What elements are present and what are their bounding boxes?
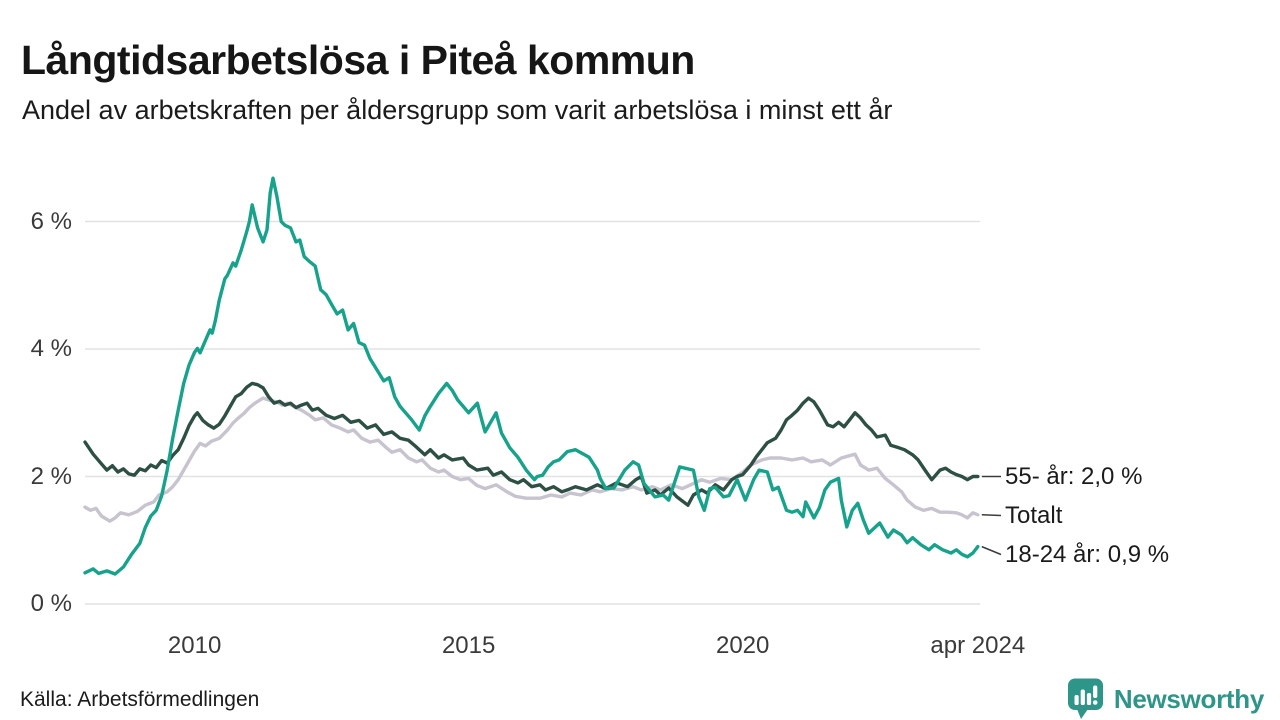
- x-axis-tick-label: apr 2024: [930, 632, 1026, 659]
- series-line-Totalt: [83, 396, 980, 523]
- series-end-label-55-ar: 55- år: 2,0 %: [1005, 462, 1143, 490]
- end-label-connector: [981, 513, 1002, 517]
- x-axis-tick-label: 2015: [441, 632, 496, 659]
- newsworthy-wordmark: Newsworthy: [1113, 683, 1264, 714]
- x-axis-tick-label: 2010: [167, 632, 222, 659]
- x-axis-tick-label: 2020: [715, 632, 770, 659]
- series-end-label-18-24-ar: 18-24 år: 0,9 %: [1005, 540, 1170, 568]
- end-label-connector: [981, 545, 1002, 556]
- newsworthy-logo-icon: [1067, 678, 1103, 719]
- series-line-55- år: [83, 381, 980, 507]
- y-axis-tick-label: 0 %: [30, 590, 72, 617]
- newsworthy-logo: Newsworthy: [1066, 678, 1264, 720]
- y-axis-tick-label: 6 %: [30, 207, 72, 235]
- page-subtitle: Andel av arbetskraften per åldersgrupp s…: [22, 95, 893, 125]
- page-title: Långtidsarbetslösa i Piteå kommun: [21, 37, 695, 84]
- y-axis-tick-label: 4 %: [30, 335, 72, 362]
- y-axis-tick-label: 2 %: [30, 462, 72, 490]
- series-line-18-24 år: [83, 176, 980, 576]
- source-note: Källa: Arbetsförmedlingen: [20, 688, 260, 711]
- series-end-label-totalt: Totalt: [1005, 501, 1063, 529]
